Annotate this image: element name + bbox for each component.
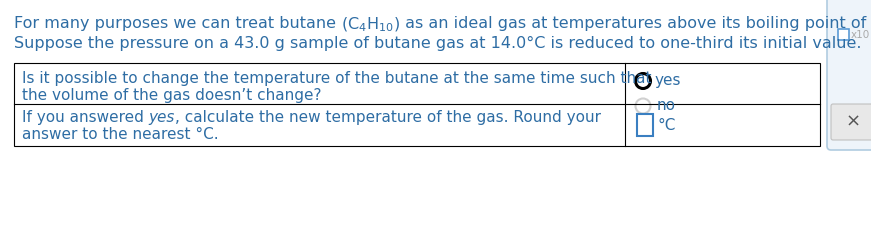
Text: yes: yes [149,110,175,125]
Text: ×: × [846,113,861,131]
Text: x10: x10 [851,30,870,40]
Text: For many purposes we can treat butane: For many purposes we can treat butane [14,16,341,31]
Text: If you answered: If you answered [22,110,149,125]
FancyBboxPatch shape [838,29,849,40]
Text: Is it possible to change the temperature of the butane at the same time such tha: Is it possible to change the temperature… [22,71,652,86]
Text: , calculate the new temperature of the gas. Round your: , calculate the new temperature of the g… [175,110,601,125]
FancyBboxPatch shape [827,0,871,150]
Text: °C: °C [657,118,675,133]
Text: no: no [657,99,676,114]
FancyBboxPatch shape [831,104,871,140]
Text: the volume of the gas doesn’t change?: the volume of the gas doesn’t change? [22,88,321,103]
Text: as an ideal gas at temperatures above its boiling point of −1. °C.: as an ideal gas at temperatures above it… [400,16,871,31]
Text: $\mathsf{(C_4H_{10})}$: $\mathsf{(C_4H_{10})}$ [341,16,400,35]
Text: yes: yes [654,74,681,89]
Circle shape [638,76,648,86]
Text: Suppose the pressure on a 43.0 g sample of butane gas at 14.0°C is reduced to on: Suppose the pressure on a 43.0 g sample … [14,36,861,51]
Text: answer to the nearest °C.: answer to the nearest °C. [22,127,219,142]
FancyBboxPatch shape [637,114,653,136]
